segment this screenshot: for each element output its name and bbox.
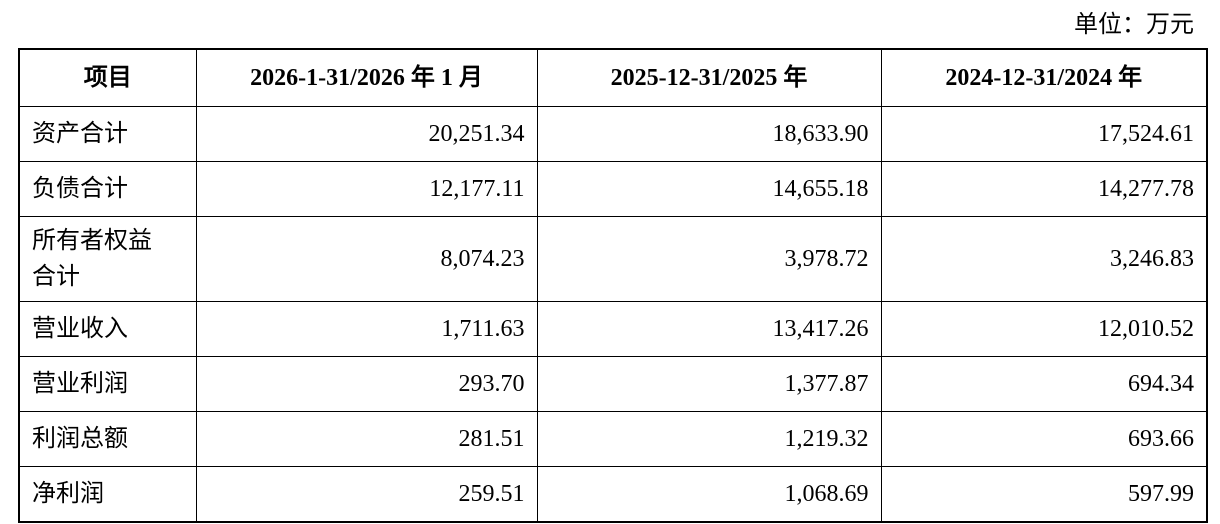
row-label-cell: 利润总额 bbox=[18, 411, 197, 467]
value-cell: 14,655.18 bbox=[536, 161, 882, 217]
value-cell: 13,417.26 bbox=[536, 301, 882, 357]
table-body: 资产合计 20,251.34 18,633.90 17,524.61 负债合计 12,17… bbox=[18, 106, 1208, 523]
row-label: 负债合计 bbox=[32, 176, 128, 202]
value-cell: 693.66 bbox=[880, 411, 1208, 467]
table-row: 净利润 259.51 1,068.69 597.99 bbox=[18, 466, 1208, 523]
unit-label: 单位：万元 bbox=[1074, 12, 1194, 38]
value-cell: 3,246.83 bbox=[880, 216, 1208, 302]
header-cell: 2025-12-31/2025 年 bbox=[536, 48, 882, 107]
value-cell: 1,068.69 bbox=[536, 466, 882, 523]
value-cell: 18,633.90 bbox=[536, 106, 882, 162]
row-label-cell: 负债合计 bbox=[18, 161, 197, 217]
value-cell: 3,978.72 bbox=[536, 216, 882, 302]
header-cell: 2024-12-31/2024 年 bbox=[880, 48, 1208, 107]
table-row: 利润总额 281.51 1,219.32 693.66 bbox=[18, 411, 1208, 467]
table-row: 资产合计 20,251.34 18,633.90 17,524.61 bbox=[18, 106, 1208, 162]
row-label: 净利润 bbox=[32, 481, 104, 507]
value-cell: 1,711.63 bbox=[195, 301, 538, 357]
row-label: 利润总额 bbox=[32, 426, 128, 452]
table-row: 所有者权益合计 8,074.23 3,978.72 3,246.83 bbox=[18, 216, 1208, 302]
value-cell: 14,277.78 bbox=[880, 161, 1208, 217]
row-label: 营业收入 bbox=[32, 316, 128, 342]
header-cell: 2026-1-31/2026 年 1 月 bbox=[195, 48, 538, 107]
value-cell: 694.34 bbox=[880, 356, 1208, 412]
row-label-cell: 净利润 bbox=[18, 466, 197, 523]
row-label-cell: 资产合计 bbox=[18, 106, 197, 162]
row-label: 资产合计 bbox=[32, 121, 128, 147]
row-label: 营业利润 bbox=[32, 371, 128, 397]
row-label-cell: 所有者权益合计 bbox=[18, 216, 197, 302]
value-cell: 17,524.61 bbox=[880, 106, 1208, 162]
table-row: 营业收入 1,711.63 13,417.26 12,010.52 bbox=[18, 301, 1208, 357]
value-cell: 259.51 bbox=[195, 466, 538, 523]
value-cell: 12,177.11 bbox=[195, 161, 538, 217]
value-cell: 293.70 bbox=[195, 356, 538, 412]
value-cell: 281.51 bbox=[195, 411, 538, 467]
table-row: 营业利润 293.70 1,377.87 694.34 bbox=[18, 356, 1208, 412]
value-cell: 20,251.34 bbox=[195, 106, 538, 162]
value-cell: 12,010.52 bbox=[880, 301, 1208, 357]
row-label: 所有者权益合计 bbox=[32, 228, 152, 290]
value-cell: 597.99 bbox=[880, 466, 1208, 523]
value-cell: 1,377.87 bbox=[536, 356, 882, 412]
row-label-cell: 营业收入 bbox=[18, 301, 197, 357]
header-cell: 项目 bbox=[18, 48, 197, 107]
value-cell: 1,219.32 bbox=[536, 411, 882, 467]
table-row: 负债合计 12,177.11 14,655.18 14,277.78 bbox=[18, 161, 1208, 217]
row-label-cell: 营业利润 bbox=[18, 356, 197, 412]
value-cell: 8,074.23 bbox=[195, 216, 538, 302]
